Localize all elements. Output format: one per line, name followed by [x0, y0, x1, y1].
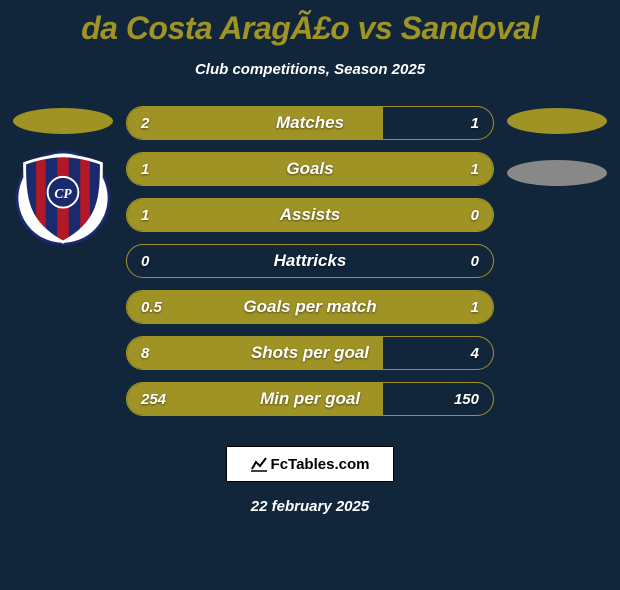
brand-badge[interactable]: FcTables.com	[226, 446, 394, 482]
stat-label: Min per goal	[127, 389, 493, 409]
stat-label: Goals	[127, 159, 493, 179]
stats-bars: 21Matches 11Goals 10Assists 00Hattricks 0.51…	[118, 106, 502, 428]
page-subtitle: Club competitions, Season 2025	[0, 61, 620, 78]
left-player-column: CP	[8, 106, 118, 428]
stat-label: Hattricks	[127, 251, 493, 271]
player-right-chip-2	[507, 160, 607, 186]
stat-row: 84Shots per goal	[126, 336, 494, 370]
page-title: da Costa AragÃ£o vs Sandoval	[0, 10, 620, 47]
chart-icon	[251, 456, 267, 472]
stat-label: Assists	[127, 205, 493, 225]
stat-row: 21Matches	[126, 106, 494, 140]
stat-row: 00Hattricks	[126, 244, 494, 278]
player-left-chip	[13, 108, 113, 134]
brand-label: FcTables.com	[271, 456, 370, 473]
right-player-column	[502, 106, 612, 428]
stat-label: Goals per match	[127, 297, 493, 317]
club-crest-left: CP	[15, 150, 111, 246]
player-right-chip-1	[507, 108, 607, 134]
stat-row: 0.51Goals per match	[126, 290, 494, 324]
stat-label: Shots per goal	[127, 343, 493, 363]
stat-row: 11Goals	[126, 152, 494, 186]
comparison-panel: CP 21Matches 11Goals 10Assists 00Hattricks 0…	[0, 106, 620, 428]
stat-row: 254150Min per goal	[126, 382, 494, 416]
date-label: 22 february 2025	[0, 498, 620, 515]
svg-text:CP: CP	[54, 186, 72, 201]
stat-label: Matches	[127, 113, 493, 133]
stat-row: 10Assists	[126, 198, 494, 232]
